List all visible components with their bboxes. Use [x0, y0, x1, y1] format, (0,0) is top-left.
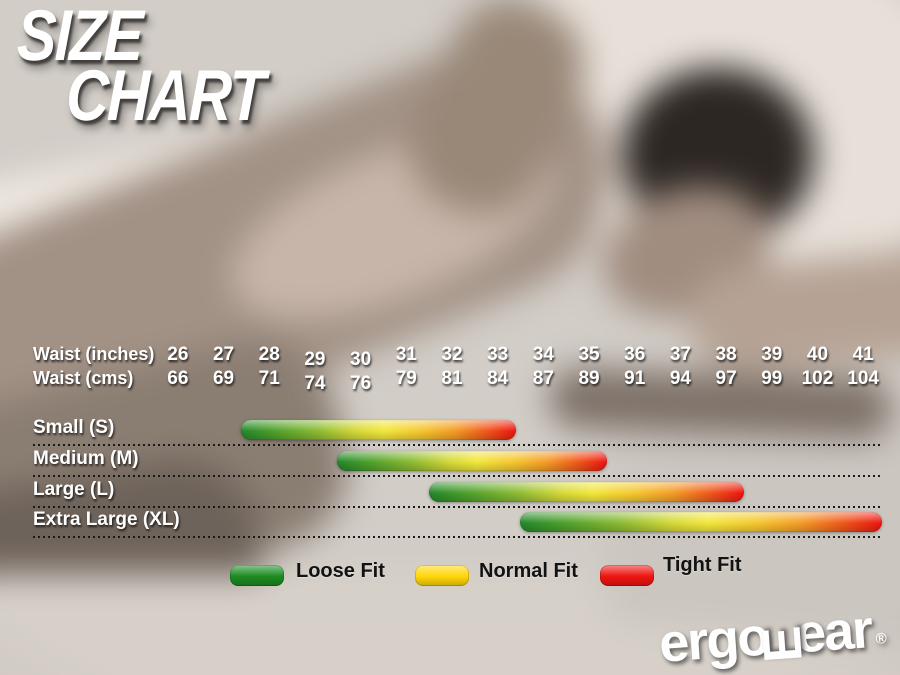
waist-cms-value: 79	[395, 368, 417, 389]
waist-inches-value: 26	[167, 344, 189, 365]
waist-inches-value: 40	[806, 344, 829, 365]
waist-inches-value: 39	[761, 344, 783, 365]
size-label-xl: Extra Large (XL)	[33, 509, 180, 530]
waist-inches-value: 37	[669, 344, 691, 365]
waist-cms-value: 102	[801, 368, 834, 389]
tight-fit-swatch	[600, 565, 654, 586]
normal-fit-swatch	[415, 565, 469, 586]
normal-fit-label: Normal Fit	[479, 560, 578, 582]
registered-trademark-icon: ®	[874, 630, 888, 648]
waist-inches-value: 31	[395, 344, 417, 365]
waist-cms-value: 89	[578, 368, 600, 389]
loose-fit-label: Loose Fit	[296, 560, 385, 582]
waist-cms-label: Waist (cms)	[33, 368, 134, 388]
loose-fit-swatch	[230, 565, 284, 586]
waist-cms-value: 76	[350, 373, 372, 394]
waist-inches-value: 28	[258, 344, 280, 365]
size-row-small: Small (S)	[33, 415, 882, 446]
tight-fit-label: Tight Fit	[663, 554, 742, 576]
waist-cms-value: 94	[669, 368, 691, 389]
size-row-large: Large (L)	[33, 477, 882, 508]
waist-inches-value: 36	[624, 344, 646, 365]
waist-inches-value: 30	[350, 349, 372, 370]
fit-range-bar-large	[428, 482, 745, 502]
waist-cms-row: 66 69 71 74 76 79 81 84 87 89 91 94 97 99 102 104	[155, 368, 886, 394]
waist-inches-value: 29	[304, 349, 326, 370]
waist-cms-value: 66	[167, 368, 189, 389]
size-label-large: Large (L)	[33, 479, 115, 500]
waist-cms-value: 74	[304, 373, 326, 394]
waist-cms-value: 84	[487, 368, 509, 389]
waist-cms-value: 91	[624, 368, 646, 389]
size-label-medium: Medium (M)	[33, 448, 139, 469]
waist-inches-row: 26 27 28 29 30 31 32 33 34 35 36 37 38 39 40 41	[155, 344, 886, 370]
size-row-xl: Extra Large (XL)	[33, 507, 882, 538]
title-line-2: CHART	[65, 56, 265, 136]
size-label-small: Small (S)	[33, 417, 115, 438]
waist-inches-value: 38	[715, 344, 737, 365]
waist-cms-value: 81	[441, 368, 463, 389]
logo-stylized-w: E	[751, 626, 814, 665]
waist-inches-value: 34	[532, 344, 554, 365]
page-title: SIZE CHART	[15, 0, 267, 136]
waist-cms-value: 69	[212, 368, 235, 389]
waist-cms-value: 99	[761, 368, 783, 389]
fit-range-bar-medium	[337, 451, 608, 471]
waist-cms-value: 87	[532, 368, 554, 389]
size-row-medium: Medium (M)	[33, 446, 882, 477]
waist-inches-value: 33	[487, 344, 509, 365]
fit-range-bar-small	[241, 420, 516, 440]
waist-inches-value: 41	[852, 344, 874, 365]
waist-cms-value: 97	[715, 368, 737, 389]
fit-range-bar-xl	[520, 512, 882, 532]
waist-inches-value: 32	[441, 344, 463, 365]
waist-cms-value: 104	[847, 368, 879, 389]
waist-inches-label: Waist (inches)	[33, 344, 155, 364]
waist-inches-value: 27	[212, 344, 235, 365]
waist-inches-value: 35	[578, 344, 600, 365]
waist-cms-value: 71	[258, 368, 280, 389]
